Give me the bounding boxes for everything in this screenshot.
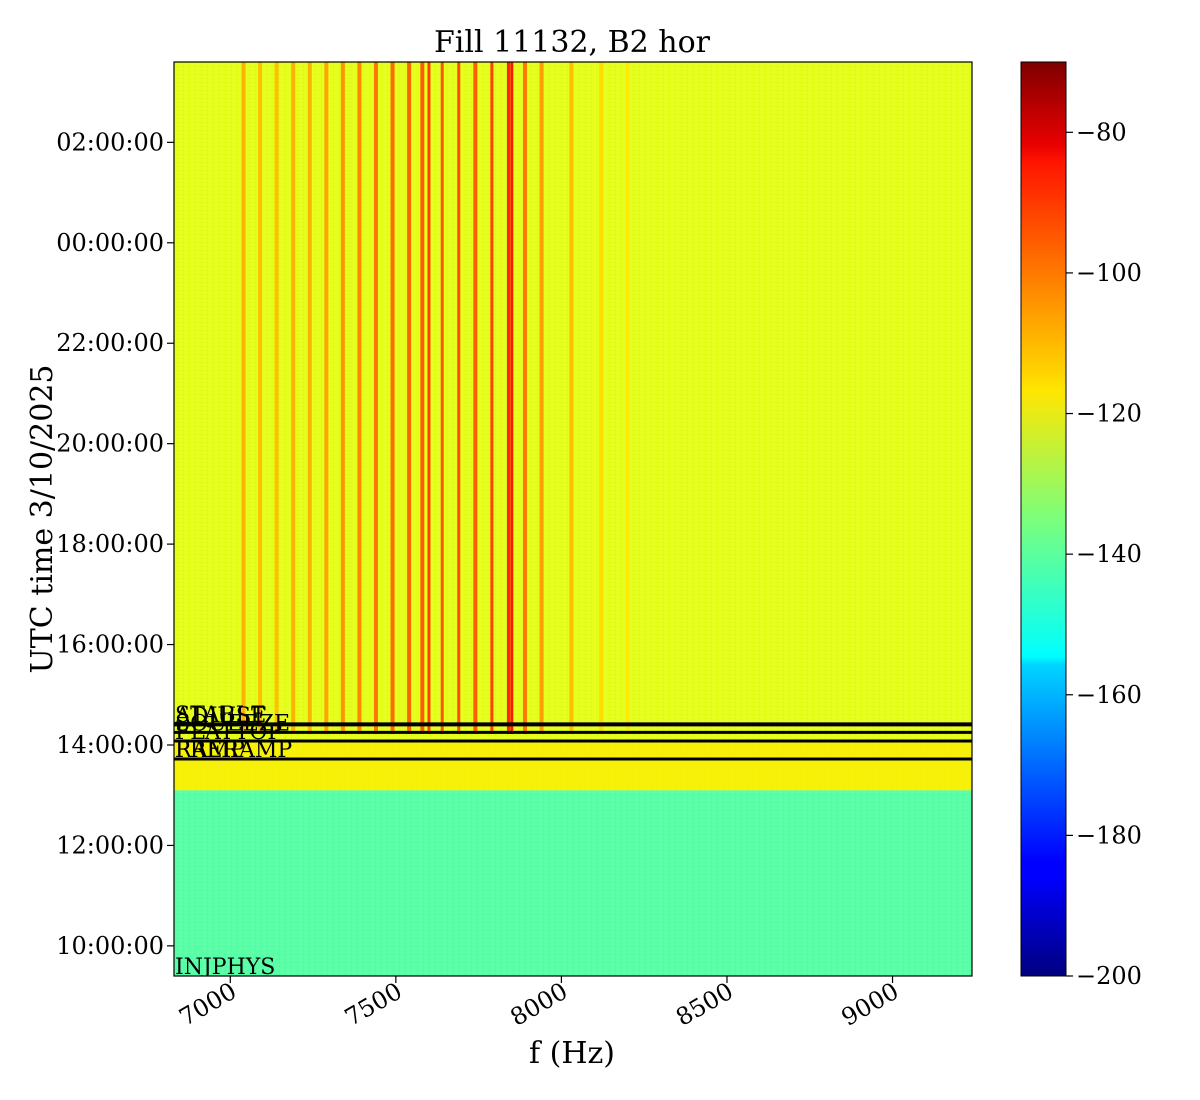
spectral-line xyxy=(274,62,279,734)
y-tick-label: 00:00:00 xyxy=(56,229,164,257)
colorbar-gradient xyxy=(1020,61,1067,977)
spectral-line xyxy=(506,62,510,734)
spectral-line xyxy=(522,62,527,734)
colorbar-tick-label: −160 xyxy=(1076,681,1142,709)
spectral-line xyxy=(599,62,604,734)
spectral-line xyxy=(324,62,329,734)
y-tick-label: 20:00:00 xyxy=(56,430,164,458)
x-axis: 7000 7500 8000 8500 9000 xyxy=(174,976,904,1032)
colorbar-tick-label: −180 xyxy=(1076,821,1142,849)
spectral-line xyxy=(625,62,630,734)
spectral-line xyxy=(539,62,544,734)
plot-frame xyxy=(173,61,973,977)
colorbar-tick-label: −80 xyxy=(1076,118,1127,146)
y-tick-label: 16:00:00 xyxy=(56,631,164,659)
colorbar-tick-label: −200 xyxy=(1076,962,1142,990)
x-tick-label: 7500 xyxy=(340,977,407,1032)
y-tick-label: 14:00:00 xyxy=(56,731,164,759)
chart-title: Fill 11132, B2 hor xyxy=(434,25,711,60)
spectral-line xyxy=(390,62,395,734)
spectral-line xyxy=(457,62,461,734)
spectral-line xyxy=(427,62,431,734)
y-tick-label: 10:00:00 xyxy=(56,932,164,960)
x-tick-label: 8000 xyxy=(506,977,573,1032)
colorbar-tick-label: −120 xyxy=(1076,400,1142,428)
y-tick-label: 12:00:00 xyxy=(56,831,164,859)
spectral-line xyxy=(241,62,246,734)
colorbar-tick-label: −140 xyxy=(1076,540,1142,568)
x-tick-label: 9000 xyxy=(837,977,904,1032)
spectral-line xyxy=(357,62,362,734)
spectral-line xyxy=(490,62,494,734)
spectral-line xyxy=(373,62,378,734)
colorbar-tick-label: −100 xyxy=(1076,259,1142,287)
x-axis-label: f (Hz) xyxy=(529,1036,615,1071)
spectral-line xyxy=(291,62,296,734)
colorbar: −200 −180 −160 −140 −120 −100 −80 xyxy=(1020,61,1142,990)
x-tick-label: 8500 xyxy=(671,977,738,1032)
spectral-line xyxy=(340,62,345,734)
y-axis-label: UTC time 3/10/2025 xyxy=(25,365,60,674)
spectral-line xyxy=(569,62,574,734)
spectral-line xyxy=(407,62,412,734)
spectral-line xyxy=(420,62,425,734)
spectral-line xyxy=(307,62,312,734)
y-tick-label: 18:00:00 xyxy=(56,530,164,558)
spectral-line xyxy=(473,62,478,734)
y-tick-label: 22:00:00 xyxy=(56,329,164,357)
plot-area: INJPHYSPRERAMPRAMPFLATTOPSQUEEZEADJUSTST… xyxy=(174,62,972,980)
heatmap-region-noise-0 xyxy=(174,790,972,976)
spectral-line xyxy=(440,62,444,734)
x-tick-label: 7000 xyxy=(174,977,241,1032)
ramp-band xyxy=(174,740,972,791)
y-axis: 10:00:00 12:00:00 14:00:00 16:00:00 18:00:00… xyxy=(56,128,174,960)
beam-mode-label-stable: STABLE xyxy=(175,703,266,728)
beam-mode-label-injphys: INJPHYS xyxy=(175,955,275,980)
spectral-line xyxy=(258,62,263,734)
y-tick-label: 02:00:00 xyxy=(56,128,164,156)
spectral-line xyxy=(510,62,514,734)
